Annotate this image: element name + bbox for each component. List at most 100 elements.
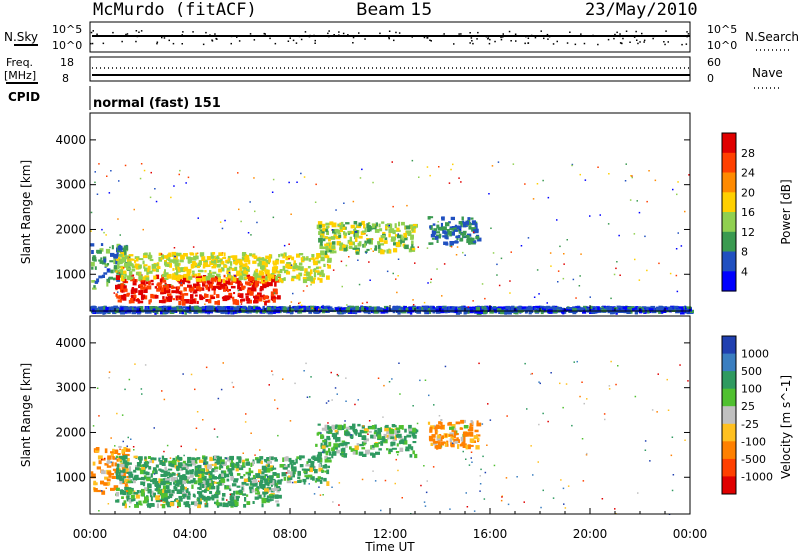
heatmap-cell (458, 227, 460, 232)
heatmap-cell (267, 461, 272, 464)
heatmap-cell (393, 242, 397, 246)
heatmap-cell (634, 309, 638, 315)
heatmap-cell (358, 241, 362, 247)
heatmap-cell (442, 235, 447, 238)
heatmap-cell (200, 494, 204, 498)
heatmap-cell (313, 493, 316, 495)
heatmap-cell (207, 464, 212, 470)
heatmap-cell (251, 286, 257, 292)
heatmap-cell (416, 422, 419, 425)
heatmap-cell (340, 442, 344, 447)
heatmap-cell (232, 301, 237, 305)
heatmap-cell (225, 309, 227, 312)
heatmap-cell (192, 463, 197, 466)
heatmap-cell (243, 474, 246, 477)
heatmap-cell (479, 490, 481, 492)
noise-point (663, 41, 665, 43)
heatmap-cell (297, 267, 300, 270)
heatmap-cell (154, 488, 158, 491)
heatmap-cell (254, 275, 260, 281)
noise-point (395, 31, 397, 34)
heatmap-cell (372, 470, 374, 472)
heatmap-cell (282, 307, 287, 313)
heatmap-cell (223, 252, 226, 257)
heatmap-cell (282, 253, 285, 259)
heatmap-cell (430, 234, 435, 238)
heatmap-cell (268, 494, 274, 498)
heatmap-cell (251, 283, 253, 285)
heatmap-cell (216, 485, 220, 490)
heatmap-cell (301, 455, 305, 459)
heatmap-cell (135, 263, 140, 269)
heatmap-cell (218, 456, 222, 462)
heatmap-cell (265, 464, 269, 467)
heatmap-cell (208, 471, 213, 476)
heatmap-cell (465, 492, 467, 494)
heatmap-cell (505, 305, 511, 311)
heatmap-cell (417, 246, 419, 248)
heatmap-cell (218, 263, 222, 267)
heatmap-cell (115, 471, 119, 476)
heatmap-cell (372, 250, 374, 252)
heatmap-cell (447, 231, 452, 235)
heatmap-cell (386, 223, 391, 227)
heatmap-cell (354, 429, 358, 435)
heatmap-cell (232, 277, 237, 282)
heatmap-cell (571, 163, 574, 166)
noise-point (686, 35, 688, 38)
heatmap-cell (671, 436, 674, 438)
heatmap-cell (133, 294, 137, 299)
heatmap-cell (194, 273, 198, 277)
heatmap-cell (210, 271, 212, 274)
heatmap-cell (355, 231, 357, 233)
noise-point (112, 31, 114, 34)
heatmap-cell (402, 238, 406, 241)
heatmap-cell (391, 447, 397, 450)
heatmap-cell (404, 428, 407, 433)
heatmap-cell (358, 283, 361, 286)
heatmap-cell (191, 469, 194, 472)
colorbar-tick: 12 (741, 226, 755, 239)
heatmap-cell (165, 461, 167, 463)
heatmap-cell (127, 256, 130, 259)
heatmap-cell (131, 268, 136, 272)
power-ylabel: Slant Range [km] (19, 160, 33, 264)
heatmap-cell (608, 385, 611, 387)
heatmap-cell (217, 300, 220, 306)
heatmap-cell (336, 393, 338, 395)
heatmap-cell (247, 265, 249, 270)
noise-point (548, 35, 551, 38)
heatmap-cell (205, 480, 210, 485)
heatmap-cell (214, 455, 217, 459)
heatmap-cell (186, 460, 192, 463)
heatmap-cell (322, 449, 326, 454)
heatmap-cell (205, 294, 209, 298)
heatmap-cell (130, 277, 135, 282)
heatmap-cell (374, 228, 380, 233)
heatmap-cell (220, 478, 226, 483)
heatmap-cell (253, 272, 259, 277)
heatmap-cell (115, 491, 119, 497)
heatmap-cell (322, 494, 324, 496)
heatmap-cell (172, 290, 177, 294)
heatmap-cell (118, 475, 123, 480)
heatmap-cell (269, 475, 274, 479)
heatmap-cell (137, 300, 140, 304)
heatmap-cell (187, 463, 193, 467)
heatmap-cell (193, 309, 199, 314)
heatmap-cell (290, 264, 293, 266)
heatmap-cell (156, 269, 159, 273)
heatmap-cell (327, 400, 330, 402)
heatmap-cell (151, 283, 154, 286)
heatmap-cell (300, 257, 304, 261)
heatmap-cell (669, 306, 672, 312)
noise-point (230, 35, 233, 38)
heatmap-cell (256, 221, 258, 224)
heatmap-cell (134, 263, 137, 269)
heatmap-cell (91, 250, 94, 254)
noise-point (292, 39, 295, 42)
heatmap-cell (456, 225, 462, 229)
heatmap-cell (163, 450, 165, 453)
heatmap-cell (147, 488, 152, 494)
heatmap-cell (241, 481, 247, 485)
